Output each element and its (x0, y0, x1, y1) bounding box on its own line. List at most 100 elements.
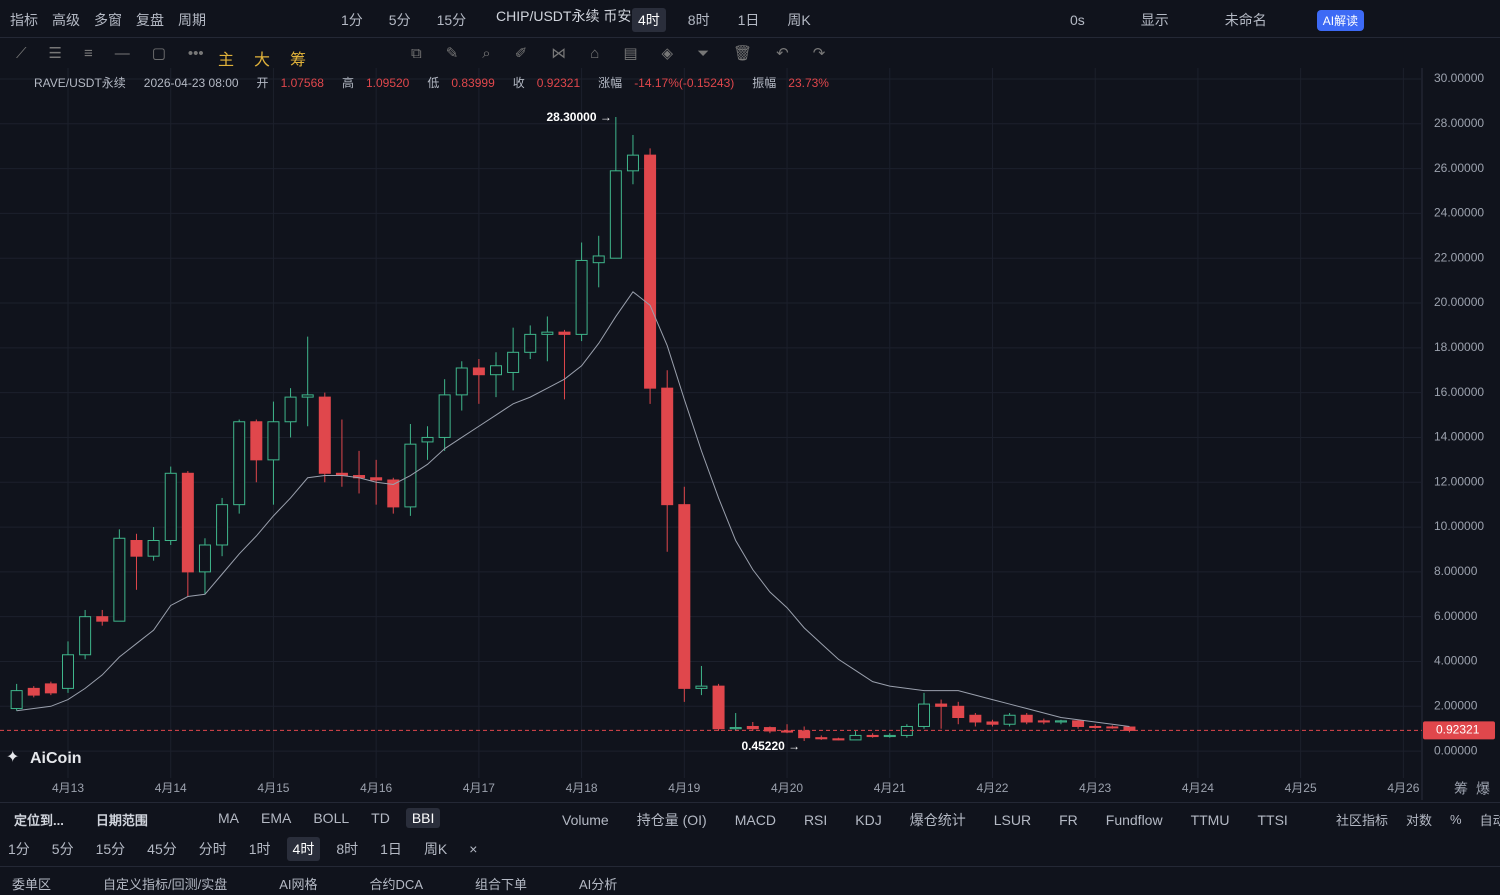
indicator-tab[interactable]: MACD (734, 812, 776, 828)
tool-icon[interactable]: ⏷ (697, 44, 710, 62)
indicator-tab[interactable]: TTMU (1190, 812, 1230, 828)
tool-icon[interactable]: ◈ (661, 45, 674, 62)
x-tick-label: 4月18 (566, 781, 598, 795)
period-tab[interactable]: 分时 (198, 841, 227, 857)
tool-icon[interactable]: ▤ (623, 45, 638, 62)
period-tab[interactable]: 1日 (737, 12, 760, 28)
info-value: 0.92321 (536, 75, 581, 90)
period-tab[interactable]: 4时 (286, 837, 321, 861)
period-tab[interactable]: 15分 (95, 841, 126, 857)
indicator-tab[interactable]: RSI (803, 812, 828, 828)
candle-body (387, 479, 400, 508)
tool-icon[interactable]: ▢ (151, 45, 166, 62)
tool-icon[interactable]: ⌂ (590, 44, 600, 62)
period-tab[interactable]: 8时 (687, 12, 710, 28)
tool-icon[interactable]: ↷ (812, 45, 826, 62)
info-label: 低 (427, 76, 440, 90)
candle-body (798, 730, 811, 739)
indicator-tool[interactable]: 定位到... (14, 813, 64, 828)
footer-tab[interactable]: 合约DCA (369, 877, 423, 892)
tool-icon[interactable]: ⌕ (482, 44, 491, 62)
period-tab[interactable]: 1日 (380, 841, 402, 857)
indicator-tab[interactable]: BOLL (313, 810, 350, 826)
plot-bg (0, 68, 1422, 778)
axis-corner: 爆 (1476, 781, 1490, 797)
period-tab[interactable]: 15分 (436, 12, 467, 28)
tool-icon[interactable]: ↶ (776, 45, 789, 62)
indicator-tab[interactable]: MA (218, 810, 239, 826)
period-tab[interactable]: 8时 (336, 841, 359, 857)
symbol: CHIP/USDT永续 币安 (490, 4, 637, 28)
footer-tab[interactable]: AI分析 (579, 877, 618, 892)
indicator-tab[interactable]: Fundflow (1105, 812, 1163, 828)
tool-icon[interactable]: ••• (187, 44, 204, 62)
indicator-tab[interactable]: BBI (405, 808, 441, 828)
tool-icon[interactable]: ⟋ (16, 44, 27, 62)
footer-tab[interactable]: 委单区 (12, 877, 52, 892)
candle-body (986, 721, 999, 725)
footer-tab[interactable]: 组合下单 (475, 877, 528, 892)
toolbar-item[interactable]: AI解读 (1316, 9, 1365, 31)
indicator-right: 社区指标 对数% 自动 (1330, 808, 1500, 831)
info-time: 2026-04-23 08:00 (143, 75, 239, 90)
indicator-tab[interactable]: FR (1059, 812, 1078, 828)
info-label: 收 (512, 76, 525, 90)
candle-body (900, 725, 913, 736)
tool-icon[interactable]: ☰ (48, 45, 62, 62)
period-tab[interactable]: 1时 (248, 841, 271, 857)
symbol-name[interactable]: CHIP/USDT永续 币安 (496, 8, 632, 24)
period-tab[interactable]: 45分 (147, 841, 177, 857)
period-tab[interactable]: 5分 (51, 841, 74, 857)
indicator-tab[interactable]: 持仓量 (OI) (636, 812, 707, 828)
toolbar-item[interactable]: 显示 (1140, 12, 1169, 28)
indicator-option[interactable]: % (1450, 812, 1462, 827)
indicator-tab[interactable]: EMA (261, 810, 292, 826)
indicator-tab[interactable]: TD (371, 810, 390, 826)
tool-icon[interactable]: ✐ (514, 45, 528, 62)
drawing-tool[interactable]: 大 (254, 52, 271, 69)
tool-icon[interactable]: ✎ (445, 45, 459, 62)
logo: AiCoin (30, 750, 82, 767)
period-tab[interactable]: 5分 (388, 12, 411, 28)
y-tick-label: 4.00000 (1434, 654, 1478, 668)
tool-icon[interactable]: 🗑 (733, 45, 753, 62)
period-tab[interactable]: 周K (423, 841, 448, 857)
indicator-tab[interactable]: LSUR (993, 812, 1032, 828)
tool-icon[interactable]: ≡ (83, 44, 93, 62)
toolbar-item[interactable]: 指标 (10, 12, 38, 28)
candle-body (1072, 720, 1085, 727)
indicator-tab[interactable]: Volume (562, 812, 609, 828)
candle-body (267, 421, 280, 461)
info-value: 0.83999 (451, 75, 495, 90)
indicator-option[interactable]: 社区指标 (1336, 813, 1389, 828)
toolbar-item[interactable]: 多窗 (94, 12, 122, 28)
toolbar-item[interactable]: 高级 (52, 12, 80, 28)
toolbar-item[interactable]: 复盘 (136, 12, 164, 28)
indicator-option[interactable]: 自动 (1479, 813, 1500, 828)
indicator-tab[interactable]: KDJ (855, 812, 882, 828)
period-tab[interactable]: × (469, 841, 478, 857)
period-tab[interactable]: 1分 (341, 12, 363, 28)
low-annotation: 0.45220 → (741, 739, 800, 753)
candle-body (147, 540, 160, 557)
footer-tab[interactable]: 自定义指标/回测/实盘 (103, 877, 228, 892)
toolbar-item[interactable]: 0s (1070, 12, 1085, 28)
toolbar-item[interactable]: 周期 (178, 12, 206, 28)
toolbar-item[interactable]: 未命名 (1224, 12, 1267, 28)
candle-body (438, 394, 451, 438)
drawing-tool[interactable]: 筹 (290, 52, 307, 69)
tool-icon[interactable]: — (114, 44, 130, 62)
indicator-tab[interactable]: TTSI (1257, 812, 1288, 828)
y-tick-label: 20.00000 (1434, 295, 1484, 309)
footer-tab[interactable]: AI网格 (279, 877, 318, 892)
period-tab[interactable]: 1分 (8, 841, 30, 857)
indicator-option[interactable]: 对数 (1406, 813, 1433, 828)
indicator-tool[interactable]: 日期范围 (95, 813, 148, 828)
indicator-tab[interactable]: 爆仓统计 (909, 812, 966, 828)
x-tick-label: 4月20 (771, 781, 803, 795)
drawing-tool[interactable]: 主 (218, 52, 235, 69)
tool-icon[interactable]: ⧉ (411, 44, 422, 62)
period-tab[interactable]: 4时 (632, 8, 666, 32)
tool-icon[interactable]: ⋈ (551, 45, 567, 62)
period-tab[interactable]: 周K (787, 12, 811, 28)
